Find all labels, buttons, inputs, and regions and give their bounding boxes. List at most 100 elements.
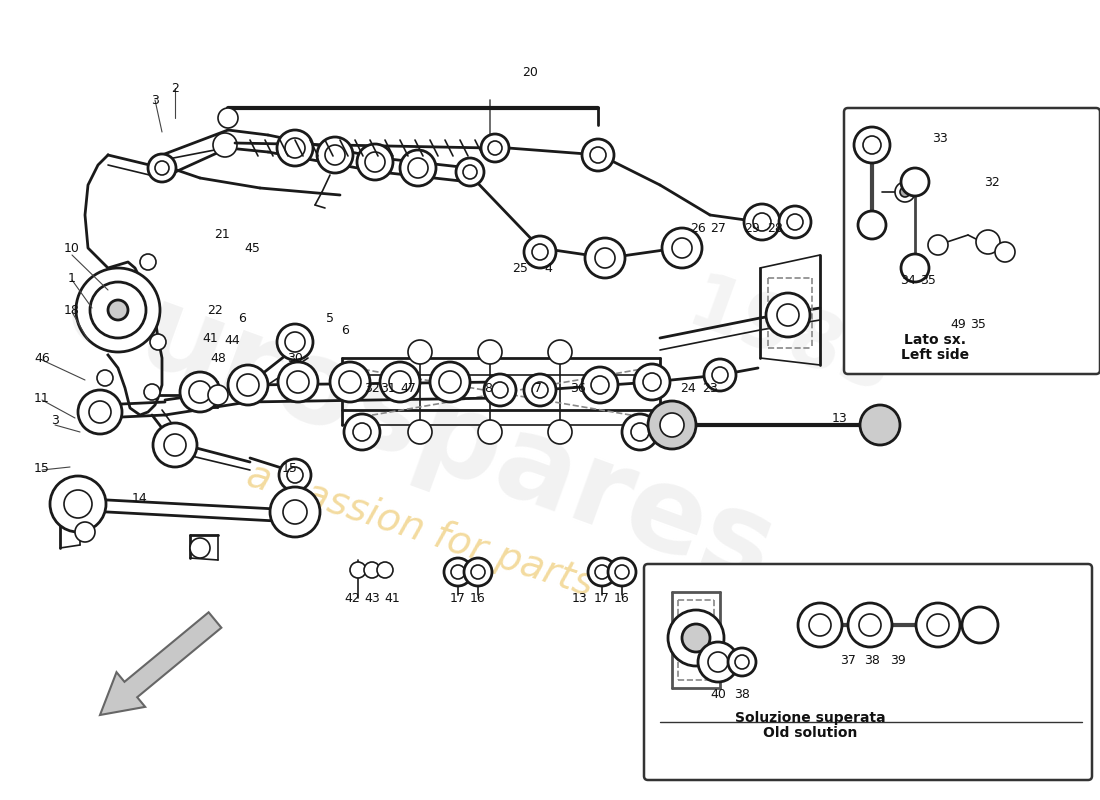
Circle shape [728,648,756,676]
Text: 23: 23 [702,382,718,394]
Circle shape [548,420,572,444]
Text: 26: 26 [690,222,706,234]
Circle shape [153,423,197,467]
Circle shape [588,558,616,586]
Circle shape [631,423,649,441]
Text: 5: 5 [326,311,334,325]
Circle shape [595,248,615,268]
Circle shape [364,562,380,578]
Text: 11: 11 [34,391,50,405]
Circle shape [78,390,122,434]
Circle shape [190,538,210,558]
Text: 48: 48 [210,351,225,365]
Circle shape [698,642,738,682]
Circle shape [236,374,258,396]
Circle shape [350,562,366,578]
Circle shape [976,230,1000,254]
Circle shape [430,362,470,402]
Text: 43: 43 [364,591,380,605]
Circle shape [779,206,811,238]
Circle shape [456,158,484,186]
Text: 16: 16 [470,591,486,605]
Circle shape [859,614,881,636]
Circle shape [89,401,111,423]
Circle shape [287,467,303,483]
Text: 1: 1 [68,271,76,285]
Text: Soluzione superata: Soluzione superata [735,711,886,725]
Circle shape [408,420,432,444]
Circle shape [140,254,156,270]
Text: Left side: Left side [901,348,969,362]
Circle shape [591,376,609,394]
Text: 47: 47 [400,382,416,394]
Circle shape [798,603,842,647]
Circle shape [379,362,420,402]
Circle shape [682,624,710,652]
Circle shape [532,382,548,398]
Circle shape [75,522,95,542]
Circle shape [962,607,998,643]
Text: 45: 45 [244,242,260,254]
Circle shape [777,304,799,326]
Circle shape [895,182,915,202]
Text: 42: 42 [344,591,360,605]
Circle shape [285,138,305,158]
Text: 32: 32 [984,175,1000,189]
Circle shape [744,204,780,240]
Circle shape [524,236,556,268]
Circle shape [644,373,661,391]
Text: 15: 15 [282,462,298,474]
Circle shape [901,254,930,282]
Circle shape [900,187,910,197]
Circle shape [766,293,810,337]
Circle shape [164,434,186,456]
Circle shape [548,340,572,364]
Circle shape [339,371,361,393]
Circle shape [858,211,886,239]
Circle shape [668,610,724,666]
Circle shape [64,490,92,518]
Circle shape [50,476,106,532]
Circle shape [90,282,146,338]
Text: 40: 40 [711,689,726,702]
FancyBboxPatch shape [644,564,1092,780]
Circle shape [97,370,113,386]
Circle shape [582,139,614,171]
Circle shape [400,150,436,186]
Circle shape [648,401,696,449]
Circle shape [464,558,492,586]
Text: 49: 49 [950,318,966,331]
Circle shape [408,340,432,364]
Text: 14: 14 [132,491,147,505]
Circle shape [108,300,128,320]
Circle shape [451,565,465,579]
Circle shape [324,145,345,165]
Circle shape [444,558,472,586]
Circle shape [283,500,307,524]
Circle shape [615,565,629,579]
Circle shape [471,565,485,579]
Circle shape [786,214,803,230]
Text: 44: 44 [224,334,240,346]
Circle shape [621,414,658,450]
Circle shape [996,242,1015,262]
Circle shape [524,374,556,406]
Text: 7: 7 [534,382,542,394]
Circle shape [634,364,670,400]
Circle shape [484,374,516,406]
Text: 22: 22 [207,303,223,317]
Text: 25: 25 [513,262,528,274]
FancyBboxPatch shape [844,108,1100,374]
Circle shape [213,133,236,157]
Text: 28: 28 [767,222,783,234]
Circle shape [478,420,502,444]
Circle shape [860,405,900,445]
Circle shape [660,413,684,437]
Circle shape [854,127,890,163]
Circle shape [754,213,771,231]
Circle shape [277,130,313,166]
Circle shape [344,414,380,450]
Circle shape [228,365,268,405]
Circle shape [208,385,228,405]
Text: 37: 37 [840,654,856,666]
